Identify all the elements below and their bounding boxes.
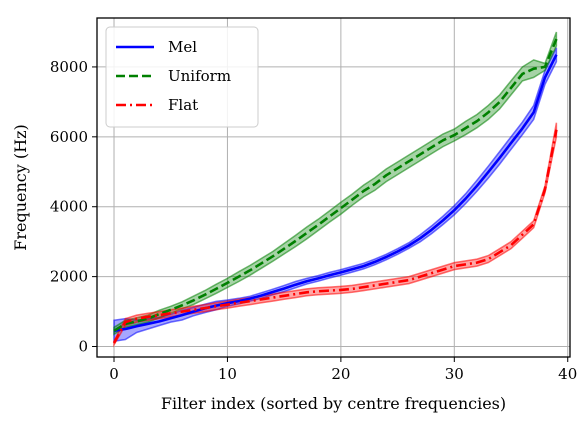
uniform-line <box>113 38 558 332</box>
mel-line <box>113 54 558 333</box>
uniform-band <box>113 31 558 336</box>
flat-line <box>112 129 558 344</box>
y-tick-label: 2000 <box>50 268 88 286</box>
legend-flat-label: Flat <box>168 96 198 114</box>
x-tick-label: 20 <box>331 365 350 383</box>
x-tick-label: 10 <box>218 365 237 383</box>
lines <box>112 38 558 344</box>
x-tick-label: 40 <box>558 365 577 383</box>
legend: Mel Uniform Flat <box>105 26 259 128</box>
legend-mel-label: Mel <box>168 38 197 56</box>
legend-box <box>105 26 259 128</box>
flat-band <box>113 122 558 348</box>
ticks: 0 10 20 30 40 0 2000 4000 6000 8000 <box>50 58 577 383</box>
plot-frame <box>96 17 571 358</box>
y-axis-label: Frequency (Hz) <box>11 124 30 251</box>
x-tick-label: 30 <box>445 365 464 383</box>
x-axis-label: Filter index (sorted by centre frequenci… <box>161 394 506 413</box>
y-tick-label: 6000 <box>50 128 88 146</box>
y-tick-label: 0 <box>78 338 88 356</box>
y-tick-label: 8000 <box>50 58 88 76</box>
y-tick-label: 4000 <box>50 198 88 216</box>
legend-uniform-label: Uniform <box>168 67 231 85</box>
x-tick-label: 0 <box>109 365 119 383</box>
